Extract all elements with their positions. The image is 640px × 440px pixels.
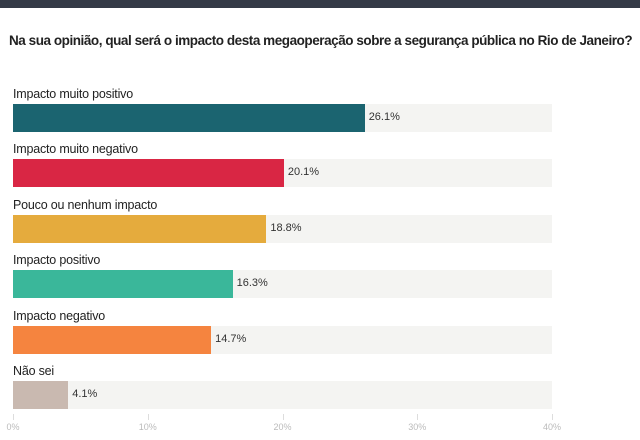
category-label: Não sei (13, 364, 54, 378)
bar (13, 325, 212, 354)
x-tick (13, 414, 14, 420)
x-tick-label: 10% (138, 422, 157, 432)
bar-track: 4.1% (13, 381, 552, 409)
category-label: Impacto positivo (13, 253, 101, 268)
bar-track: 20.1% (13, 159, 552, 188)
bar (13, 214, 267, 243)
bar-track: 26.1% (13, 104, 552, 132)
bar (13, 104, 365, 132)
category-label: Impacto negativo (13, 308, 105, 323)
x-tick-label: 0% (6, 422, 20, 432)
bar (13, 381, 69, 409)
bar-track: 14.7% (13, 325, 552, 354)
value-label: 26.1% (368, 111, 400, 123)
x-tick (417, 414, 419, 420)
category-label: Pouco ou nenhum impacto (13, 197, 158, 212)
value-label: 20.1% (287, 166, 320, 179)
bar-track: 18.8% (13, 214, 552, 243)
value-label: 4.1% (72, 388, 98, 400)
value-label: 16.3% (236, 277, 268, 290)
x-tick (282, 414, 284, 420)
x-tick-label: 20% (273, 422, 292, 432)
category-label: Impacto muito positivo (13, 87, 133, 101)
x-tick-label: 40% (542, 422, 562, 432)
bar (13, 159, 284, 188)
chart-title: Na sua opinião, qual será o impacto dest… (9, 33, 633, 48)
category-label: Impacto muito negativo (13, 142, 138, 157)
top-bar (0, 0, 640, 8)
x-tick (552, 414, 553, 420)
bar-track: 16.3% (13, 270, 552, 299)
value-label: 18.8% (270, 221, 302, 234)
x-tick (147, 414, 149, 420)
value-label: 14.7% (215, 332, 247, 345)
bar (13, 270, 233, 299)
x-tick-label: 30% (408, 422, 427, 432)
